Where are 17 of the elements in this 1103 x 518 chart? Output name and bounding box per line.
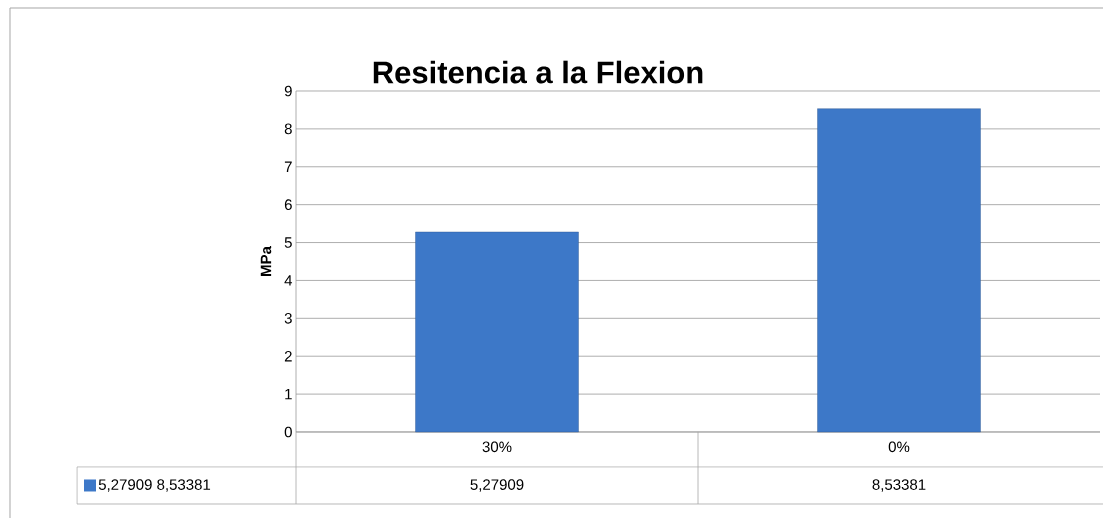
x-tick-label: 0%	[888, 441, 910, 453]
y-tick-label: 1	[285, 388, 292, 400]
data-label: 8,53381	[872, 479, 926, 492]
y-tick-label: 7	[284, 161, 292, 172]
y-tick-label: 5	[284, 237, 292, 248]
legend-label: 5,27909 8,53381	[98, 479, 211, 492]
y-tick-label: 3	[284, 313, 292, 324]
data-label: 5,27909	[470, 479, 524, 492]
y-tick-label: 9	[284, 85, 292, 97]
chart-title: Resitencia a la Flexion	[373, 60, 703, 84]
y-tick-label: 6	[284, 199, 292, 210]
y-tick-label: 4	[284, 275, 293, 286]
y-tick-label: 0	[284, 426, 292, 438]
y-axis-title: MPa	[260, 245, 272, 276]
y-tick-label: 8	[284, 123, 292, 135]
x-tick-label: 30%	[482, 441, 512, 453]
y-tick-label: 2	[284, 350, 292, 362]
